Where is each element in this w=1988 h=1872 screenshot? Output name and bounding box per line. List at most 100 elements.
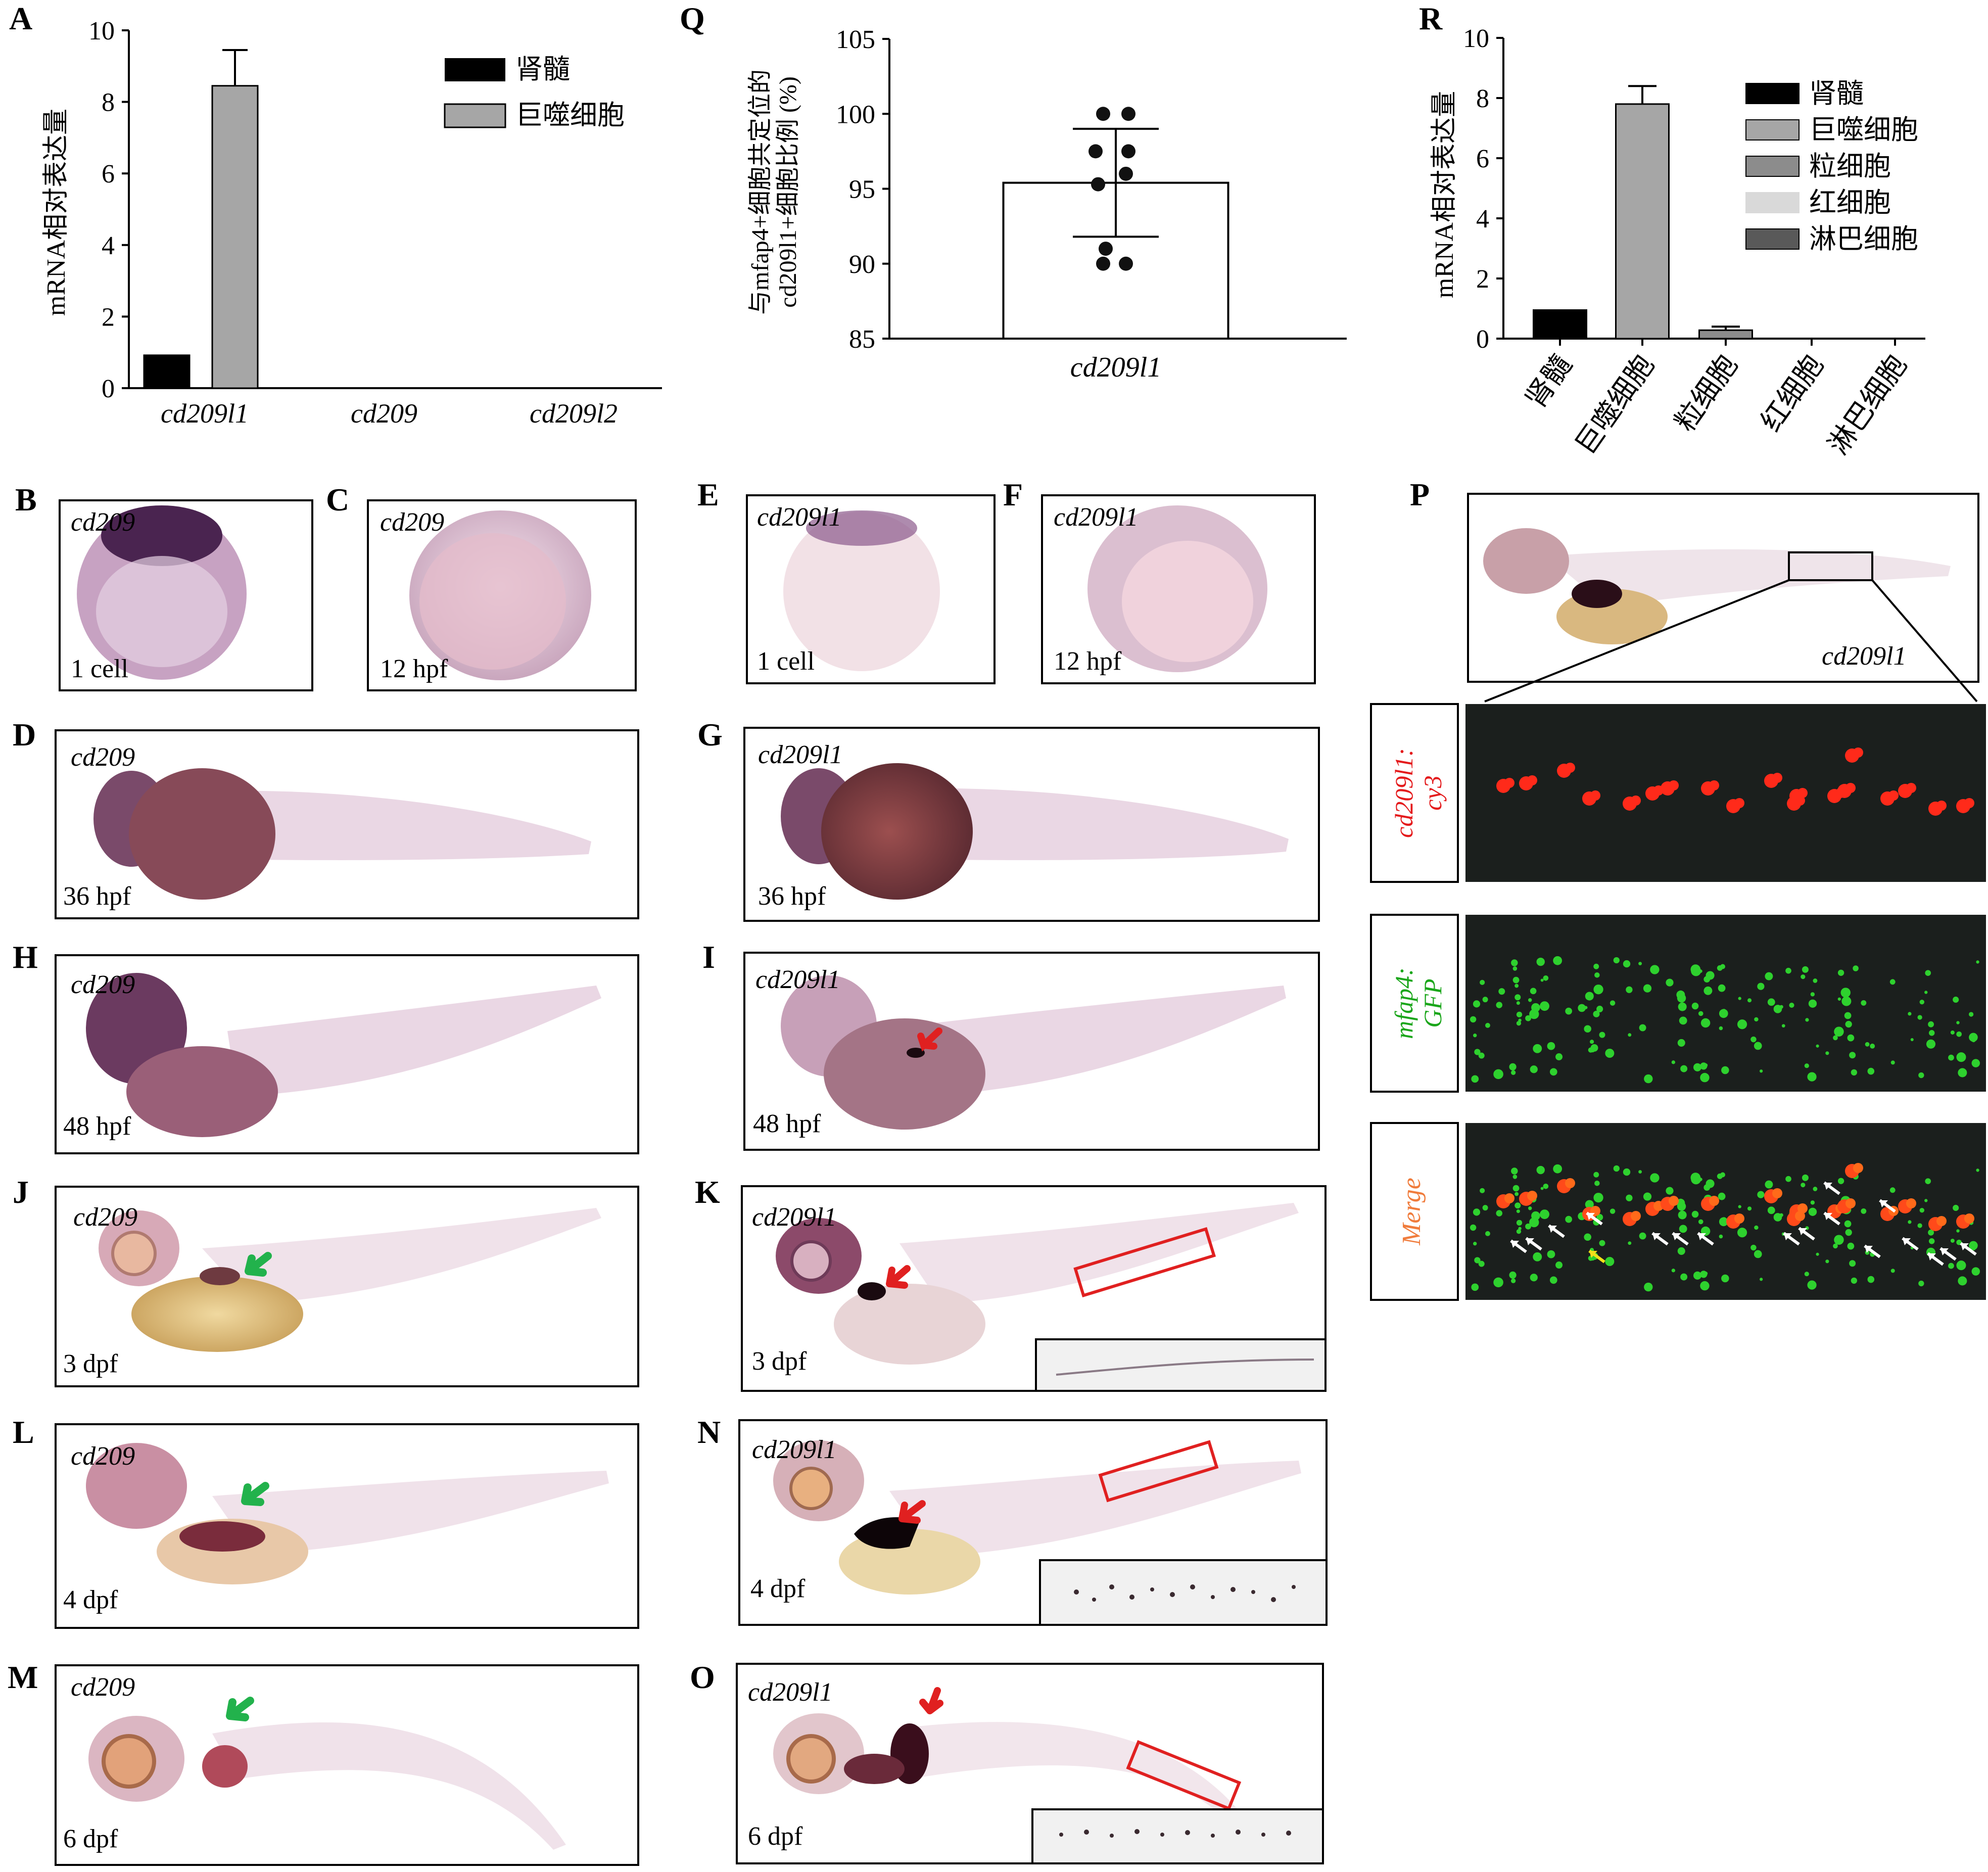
panel-e-gene: cd209l1 [757, 503, 842, 532]
merge-green-cell [1512, 1185, 1520, 1192]
merge-green-cell [1757, 1191, 1765, 1198]
merge-green-cell [1804, 1272, 1809, 1277]
gfp-cell [1845, 1020, 1852, 1028]
merge-green-cell [1759, 1278, 1763, 1281]
annotation-box [1098, 1440, 1219, 1503]
merge-green-cell [1825, 1259, 1829, 1263]
chart-a-category-labels: cd209l1 cd209 cd209l2 [161, 398, 618, 429]
gfp-cell [1536, 957, 1545, 966]
merge-green-cell [1677, 1247, 1685, 1255]
merge-green-cell [1650, 1173, 1660, 1183]
chart-q-category-labels: cd209l1 [1070, 352, 1161, 383]
merge-green-cell [1471, 1283, 1479, 1291]
panel-b-stage: 1 cell [71, 654, 128, 683]
merge-green-cell [1626, 1194, 1633, 1201]
merge-green-cell [1586, 1202, 1592, 1208]
y-tick-label: 85 [849, 325, 875, 354]
panel-f: F cd209l1 12 hpf [1003, 477, 1316, 684]
gfp-cell [1533, 1044, 1542, 1053]
merge-green-cell [1678, 1210, 1687, 1220]
gfp-cell [1757, 982, 1765, 990]
x-tick-label: cd209l1 [161, 398, 249, 429]
zoom-box [1788, 551, 1873, 581]
gfp-cell [1586, 994, 1592, 1000]
merge-green-cell [1976, 1168, 1979, 1172]
merge-green-cell [1593, 1193, 1603, 1203]
gfp-cell [1678, 1002, 1687, 1011]
merge-arrow-head [1928, 1253, 1936, 1260]
gfp-cell [1971, 1038, 1976, 1043]
gfp-cell [1759, 1069, 1763, 1073]
gfp-cell [1956, 1031, 1962, 1037]
gfp-cell [1511, 959, 1518, 966]
gfp-cell [1703, 1063, 1708, 1067]
gfp-cell [1485, 1022, 1490, 1028]
merge-label-box [1370, 1122, 1459, 1301]
merge-green-cell [1593, 1172, 1599, 1178]
gfp-cell [1596, 1005, 1603, 1013]
merge-green-cell [1738, 1205, 1741, 1208]
panel-j-stage: 3 dpf [63, 1349, 118, 1378]
panel-letter-i: I [702, 939, 715, 975]
panel-k: K cd209l1 3 dpf [695, 1174, 1327, 1392]
annotation-box [1126, 1740, 1242, 1811]
fluorescence-gfp-row: mfap4: GFP [1370, 914, 1986, 1093]
panel-letter-a: A [9, 1, 32, 36]
y-tick-label: 4 [1476, 205, 1489, 233]
embryo-48hpf-tail [227, 986, 601, 1097]
zoom-line-left [1484, 579, 1789, 703]
legend-swatch-macrophage [444, 103, 506, 128]
y-tick-label: 2 [102, 303, 115, 332]
legend-label-kidney: 肾髓 [515, 54, 570, 84]
gfp-label-line1: mfap4: [1390, 967, 1418, 1039]
cy3-cell [1795, 795, 1805, 806]
gfp-cell [1531, 1003, 1540, 1012]
merge-green-cell [1644, 1282, 1653, 1292]
data-point [1099, 242, 1113, 256]
gfp-cell [1623, 960, 1631, 968]
embryo-gut-region [179, 1521, 265, 1552]
gfp-cell [1518, 1018, 1522, 1022]
merge-green-cell [1924, 1199, 1928, 1202]
red-arrow-icon [886, 1265, 911, 1289]
gfp-cell [1928, 1030, 1935, 1036]
y-tick-label: 0 [1476, 325, 1489, 354]
merge-green-cell [1514, 1192, 1519, 1196]
embryo-3dpf-tail [202, 1208, 601, 1304]
green-arrow-icon [241, 1482, 269, 1506]
legend-label: 淋巴细胞 [1809, 224, 1918, 254]
gfp-cell [1700, 1072, 1710, 1083]
gfp-cell [1924, 991, 1928, 994]
cy3-cell [1590, 790, 1600, 801]
panel-letter-r: R [1419, 1, 1443, 36]
gfp-cell [1474, 1049, 1481, 1055]
merge-green-cell [1666, 1187, 1674, 1195]
merge-green-cell [1596, 1213, 1603, 1221]
data-point [1096, 256, 1110, 271]
merge-green-cell [1628, 1241, 1632, 1245]
merge-green-cell [1639, 1232, 1646, 1240]
gfp-cell [1953, 996, 1959, 1003]
gfp-cell [1801, 974, 1806, 979]
merge-green-cell [1512, 1175, 1518, 1179]
gfp-cell [1867, 1067, 1875, 1075]
gfp-cell [1804, 1063, 1809, 1068]
merge-green-cell [1890, 1269, 1895, 1273]
gfp-cell [1590, 1044, 1598, 1052]
merge-red-cell [1936, 1216, 1947, 1226]
merge-green-cell [1844, 1220, 1852, 1228]
larva-tail [1546, 549, 1951, 606]
merge-green-cell [1754, 1225, 1759, 1230]
panel-o: O cd209l1 6 dpf [690, 1659, 1324, 1864]
y-tick-label: 90 [849, 250, 875, 279]
merge-red-cell [1964, 1213, 1974, 1224]
merge-green-cell [1540, 1187, 1544, 1190]
gfp-cell [1765, 972, 1773, 980]
panel-q-ylabel-line1: 与mfap4+细胞共定位的 [747, 69, 774, 315]
gfp-cell [1841, 996, 1852, 1006]
merge-green-cell [1516, 1229, 1522, 1234]
gfp-cell [1781, 1024, 1785, 1028]
gfp-cell [1677, 1039, 1685, 1047]
